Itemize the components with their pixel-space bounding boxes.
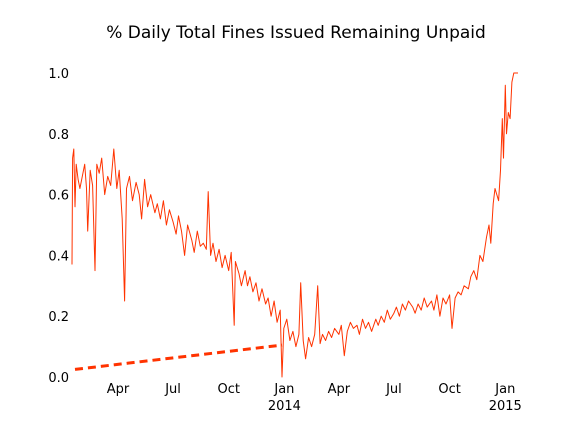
y-tick-label: 0.6 [48,189,69,204]
y-tick-label: 0.2 [48,310,69,325]
x-tick-label: Jul [164,382,181,397]
chart-title: % Daily Total Fines Issued Remaining Unp… [106,23,486,43]
x-tick-label: Jan [273,382,294,397]
x-tick-year-label: 2014 [268,399,301,414]
y-tick-label: 0.4 [48,249,69,264]
x-tick-label: Oct [438,382,460,397]
y-tick-label: 0.8 [48,128,69,143]
x-tick-label: Apr [107,382,130,397]
series-line [71,72,518,378]
x-axis: Apr Jul Oct Jan 2014 Apr Jul Oct Jan 2015 [107,382,522,414]
y-axis: 0.0 0.2 0.4 0.6 0.8 1.0 [48,67,69,386]
dashed-trend-line [74,343,283,371]
x-tick-label: Jul [385,382,402,397]
x-tick-label: Apr [328,382,351,397]
y-tick-label: 1.0 [48,67,69,82]
plot-area [71,72,518,378]
x-tick-label: Oct [217,382,239,397]
x-tick-label: Jan [494,382,515,397]
y-tick-label: 0.0 [48,371,69,386]
x-tick-year-label: 2015 [489,399,522,414]
